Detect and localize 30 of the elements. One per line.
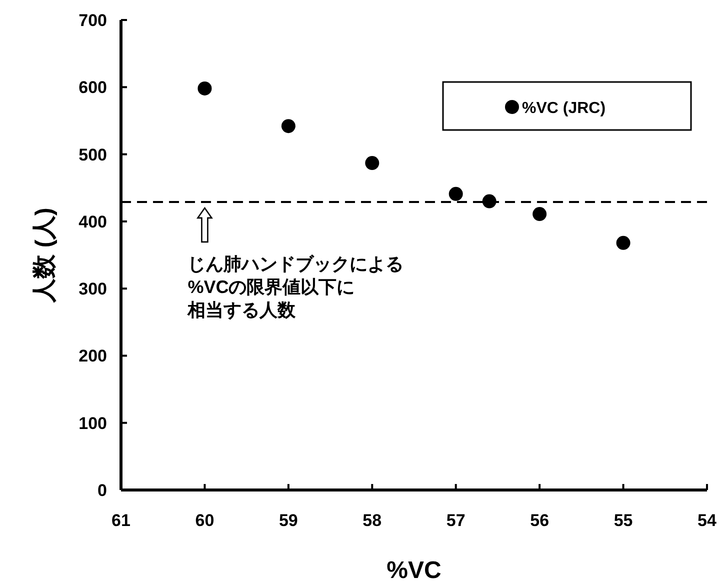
- y-tick-label: 200: [78, 346, 107, 366]
- point: [198, 81, 212, 96]
- y-tick-label: 700: [78, 11, 107, 30]
- annotation: じん肺ハンドブックによる: [188, 254, 404, 274]
- legend-label: %VC (JRC): [522, 100, 606, 117]
- legend: %VC (JRC): [442, 81, 692, 131]
- point: [448, 186, 463, 201]
- x-axis-title: %VC: [386, 557, 442, 584]
- x-tick-label: 59: [278, 511, 298, 530]
- annotation: 相当する人数: [186, 300, 297, 320]
- x-tick-label: 56: [530, 511, 550, 530]
- x-tick-label: 58: [362, 511, 382, 530]
- x-tick-label: 57: [446, 511, 466, 530]
- y-tick-label: 600: [78, 78, 107, 98]
- y-tick-label: 400: [78, 212, 107, 232]
- y-tick-label: 500: [78, 145, 107, 164]
- y-tick-label: 100: [78, 414, 107, 433]
- x-tick-label: 54: [698, 511, 717, 530]
- x-tick-label: 61: [112, 511, 130, 530]
- y-tick-label: 0: [98, 481, 107, 500]
- point: [281, 119, 296, 134]
- y-tick-label: 300: [78, 280, 107, 299]
- point: [532, 207, 547, 222]
- point: [365, 156, 380, 170]
- x-tick-label: 60: [195, 511, 214, 530]
- y-axis-title: 人数 (人): [31, 208, 58, 304]
- point: [616, 236, 630, 250]
- x-tick-label: 55: [614, 511, 633, 530]
- point: [482, 194, 496, 208]
- annotation: %VCの限界値以下に: [188, 276, 355, 297]
